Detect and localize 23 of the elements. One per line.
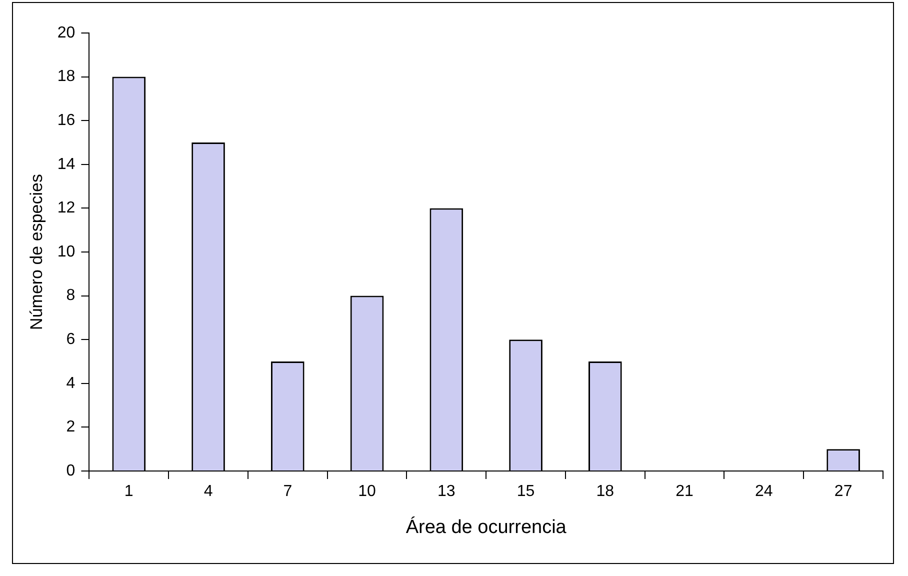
x-tick-label: 1 — [124, 483, 134, 500]
y-tick-label: 12 — [57, 200, 76, 217]
y-tick-label: 10 — [57, 243, 76, 260]
x-tick-label: 24 — [755, 483, 773, 500]
x-tick-label: 13 — [438, 483, 456, 500]
x-tick-label: 21 — [676, 483, 694, 500]
x-tick-label: 4 — [204, 483, 213, 500]
x-tick-label: 15 — [516, 483, 535, 500]
y-tick-label: 14 — [57, 156, 76, 173]
x-axis-title: Área de ocurrencia — [406, 516, 567, 538]
y-tick-label: 18 — [57, 68, 76, 86]
y-tick-label: 20 — [57, 24, 76, 42]
x-tick-label: 10 — [358, 483, 376, 500]
x-tick-label: 7 — [283, 483, 292, 500]
y-tick-label: 8 — [66, 287, 76, 304]
y-tick-label: 0 — [66, 462, 76, 480]
y-tick-label: 6 — [66, 331, 76, 348]
x-tick-label: 27 — [834, 483, 852, 500]
y-tick-label: 16 — [57, 112, 76, 130]
y-axis-title: Número de especies — [26, 174, 46, 330]
y-tick-label: 4 — [66, 374, 76, 392]
y-tick-label: 2 — [66, 418, 76, 436]
x-tick-label: 18 — [596, 483, 614, 500]
